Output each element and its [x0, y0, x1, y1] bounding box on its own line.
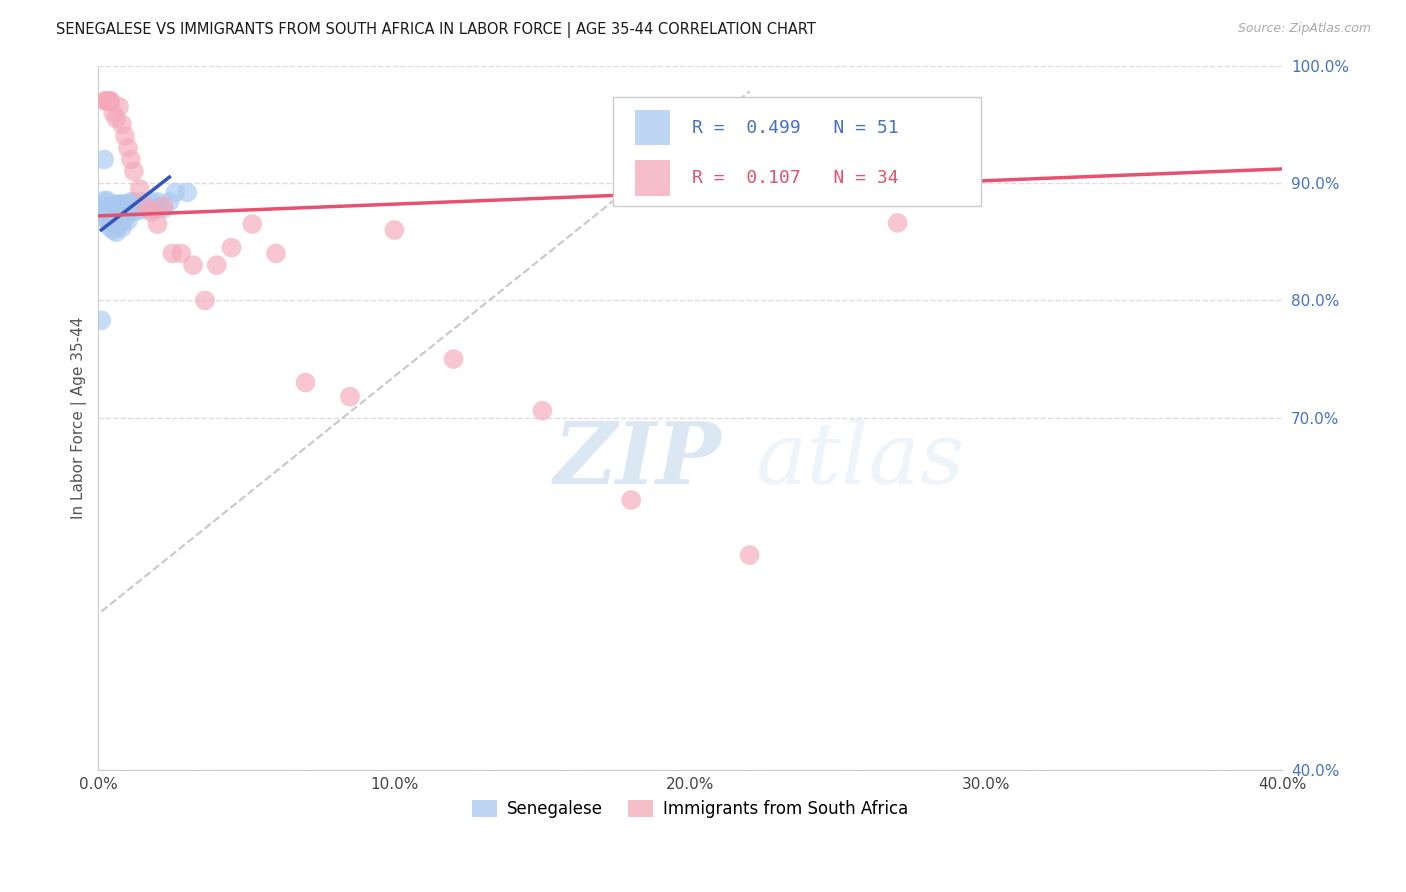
Point — [105, 211, 128, 226]
Point — [146, 194, 169, 209]
Point — [138, 202, 160, 216]
Text: R =  0.499   N = 51: R = 0.499 N = 51 — [692, 119, 898, 136]
Point — [114, 129, 136, 144]
Point — [108, 211, 131, 226]
Point — [105, 112, 128, 126]
Point — [93, 153, 115, 167]
Point — [125, 204, 148, 219]
Point — [96, 94, 118, 108]
Point — [101, 105, 124, 120]
Point — [101, 199, 124, 213]
Point — [531, 403, 554, 417]
Point — [111, 117, 134, 131]
Point — [90, 199, 112, 213]
Point — [152, 199, 174, 213]
Point — [98, 213, 121, 227]
FancyBboxPatch shape — [613, 97, 980, 206]
Point — [152, 202, 174, 216]
Point — [738, 548, 761, 562]
Point — [98, 94, 121, 108]
Point — [120, 194, 142, 209]
Point — [181, 258, 204, 272]
Point — [105, 197, 128, 211]
Point — [886, 216, 908, 230]
Point — [122, 194, 145, 209]
Point — [98, 199, 121, 213]
Point — [108, 100, 131, 114]
Point — [101, 223, 124, 237]
Text: SENEGALESE VS IMMIGRANTS FROM SOUTH AFRICA IN LABOR FORCE | AGE 35-44 CORRELATIO: SENEGALESE VS IMMIGRANTS FROM SOUTH AFRI… — [56, 22, 815, 38]
Text: atlas: atlas — [755, 418, 965, 501]
Point — [146, 217, 169, 231]
Point — [96, 194, 118, 208]
Point — [132, 194, 155, 209]
Point — [108, 219, 131, 233]
Point — [98, 209, 121, 223]
Point — [117, 197, 139, 211]
Point — [143, 202, 166, 216]
Point — [108, 204, 131, 219]
Point — [96, 202, 118, 216]
Point — [96, 213, 118, 227]
Point — [98, 220, 121, 235]
Point — [114, 204, 136, 219]
Point — [96, 209, 118, 223]
Text: ZIP: ZIP — [554, 418, 723, 502]
Point — [122, 164, 145, 178]
Point — [205, 258, 228, 272]
Point — [114, 211, 136, 226]
Text: Source: ZipAtlas.com: Source: ZipAtlas.com — [1237, 22, 1371, 36]
Point — [96, 94, 118, 108]
Point — [194, 293, 217, 308]
Point — [93, 94, 115, 108]
Point — [90, 313, 112, 327]
Point — [108, 197, 131, 211]
Point — [339, 390, 361, 404]
Point — [240, 217, 263, 231]
Point — [170, 246, 193, 260]
Point — [176, 186, 198, 200]
Point — [101, 213, 124, 227]
Point — [157, 194, 180, 209]
Point — [117, 205, 139, 219]
Point — [114, 197, 136, 211]
Point — [141, 205, 163, 219]
Point — [264, 246, 287, 260]
Point — [105, 219, 128, 233]
Point — [162, 246, 184, 260]
Text: R =  0.107   N = 34: R = 0.107 N = 34 — [692, 169, 898, 187]
Point — [135, 202, 157, 216]
Point — [620, 493, 643, 508]
Point — [101, 205, 124, 219]
Point — [120, 204, 142, 219]
Point — [128, 202, 150, 216]
Point — [117, 213, 139, 227]
Point — [93, 194, 115, 208]
Point — [221, 241, 243, 255]
Point — [111, 211, 134, 226]
Y-axis label: In Labor Force | Age 35-44: In Labor Force | Age 35-44 — [72, 317, 87, 519]
Point — [128, 182, 150, 196]
Bar — [634, 161, 671, 195]
Point — [384, 223, 406, 237]
Point — [111, 197, 134, 211]
Point — [141, 194, 163, 209]
Point — [98, 94, 121, 108]
Point — [111, 204, 134, 219]
Point — [105, 204, 128, 219]
Point — [111, 220, 134, 235]
Point — [165, 186, 187, 200]
Point — [294, 376, 316, 390]
Point — [120, 153, 142, 167]
Point — [443, 352, 465, 367]
Point — [93, 211, 115, 226]
Bar — [634, 110, 671, 145]
Point — [105, 225, 128, 239]
Legend: Senegalese, Immigrants from South Africa: Senegalese, Immigrants from South Africa — [465, 794, 915, 825]
Point — [117, 141, 139, 155]
Point — [135, 199, 157, 213]
